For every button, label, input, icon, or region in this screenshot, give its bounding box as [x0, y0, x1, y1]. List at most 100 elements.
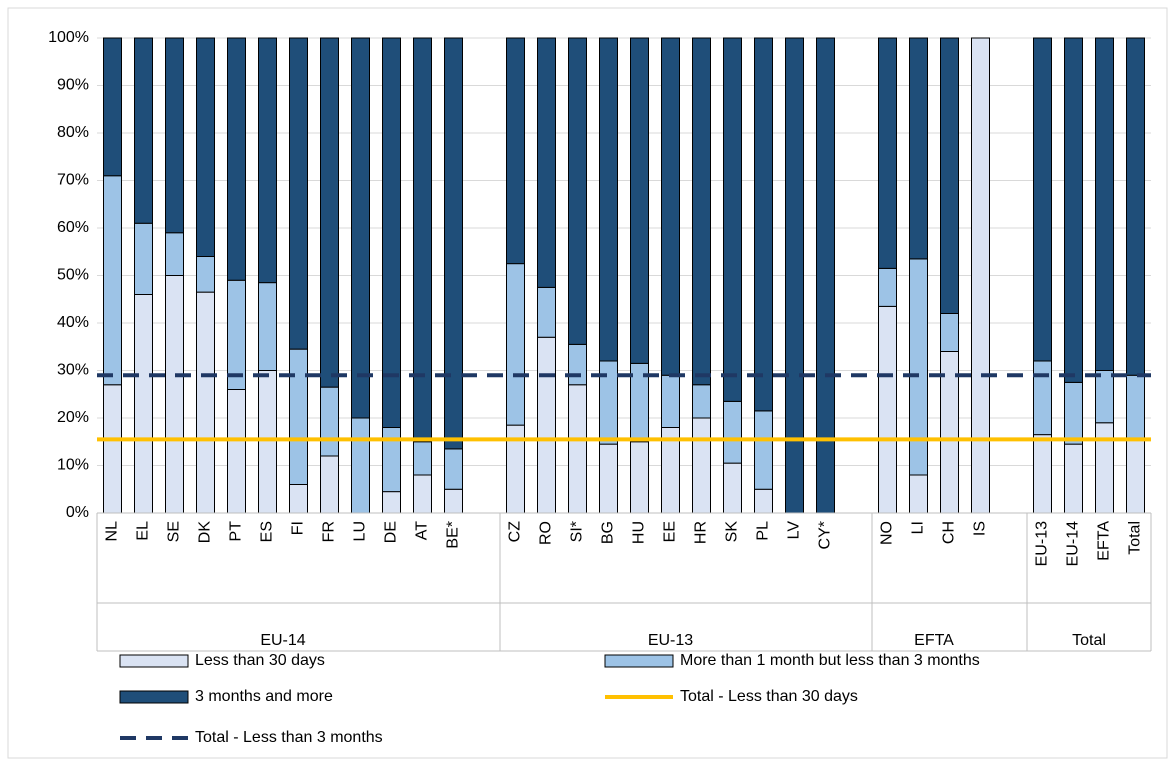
bar-segment — [382, 491, 401, 514]
bar-segment — [227, 37, 246, 281]
bar-segment — [103, 175, 122, 386]
bar-segment — [289, 484, 308, 514]
legend-label: Less than 30 days — [195, 652, 325, 669]
y-tick-label: 90% — [57, 77, 89, 94]
bar-segment — [940, 313, 959, 352]
x-tick-label: EFTA — [1096, 521, 1113, 561]
bar-segment — [1033, 37, 1052, 362]
x-tick-label: EU-13 — [1034, 521, 1051, 566]
bar-segment — [878, 267, 897, 307]
bar-segment — [320, 37, 339, 388]
group-label: Total — [1072, 632, 1106, 649]
bar-segment — [909, 37, 928, 260]
bar-segment — [227, 279, 246, 390]
bar-segment — [506, 263, 525, 426]
bar-segment — [909, 258, 928, 476]
x-tick-label: SE — [166, 521, 183, 542]
y-tick-label: 10% — [57, 457, 89, 474]
bar-segment — [754, 410, 773, 490]
x-tick-label: HU — [631, 521, 648, 544]
bar-segment — [723, 400, 742, 464]
legend-label: Total - Less than 30 days — [680, 688, 858, 705]
x-tick-label: EL — [135, 521, 152, 541]
x-tick-label: DE — [383, 521, 400, 543]
x-tick-label: LU — [352, 521, 369, 541]
bar-segment — [258, 370, 277, 514]
bar-segment — [878, 305, 897, 514]
bar-segment — [1033, 434, 1052, 514]
x-tick-label: BG — [600, 521, 617, 544]
legend-swatch — [119, 654, 189, 668]
bar-segment — [103, 37, 122, 177]
x-tick-label: SI* — [569, 521, 586, 542]
bar-segment — [630, 37, 649, 364]
x-tick-label: EU-14 — [1065, 521, 1082, 566]
bar-segment — [1064, 443, 1083, 514]
x-tick-label: CY* — [817, 521, 834, 549]
bar-segment — [568, 384, 587, 514]
bar-segment — [692, 37, 711, 386]
group-label: EFTA — [914, 632, 954, 649]
bar-segment — [1033, 360, 1052, 436]
bar-segment — [196, 37, 215, 257]
bar-segment — [444, 448, 463, 490]
y-tick-label: 100% — [48, 29, 89, 46]
legend-label: 3 months and more — [195, 688, 333, 705]
y-tick-label: 50% — [57, 267, 89, 284]
legend-swatch — [604, 654, 674, 668]
bar-segment — [971, 37, 990, 514]
bar-segment — [1095, 37, 1114, 371]
x-tick-label: CH — [941, 521, 958, 544]
bar-segment — [723, 37, 742, 402]
bar-segment — [878, 37, 897, 269]
bar-segment — [1126, 438, 1145, 514]
bar-segment — [1095, 370, 1114, 424]
bar-segment — [940, 37, 959, 314]
bar-segment — [599, 37, 618, 362]
bar-segment — [537, 336, 556, 514]
bar-segment — [692, 384, 711, 419]
y-tick-label: 20% — [57, 409, 89, 426]
x-tick-label: FI — [290, 521, 307, 535]
bar-segment — [289, 348, 308, 485]
bar-segment — [599, 443, 618, 514]
bar-segment — [444, 37, 463, 450]
x-tick-label: EE — [662, 521, 679, 542]
x-tick-label: PL — [755, 521, 772, 541]
x-tick-label: Total — [1127, 521, 1144, 555]
x-tick-label: SK — [724, 521, 741, 543]
x-tick-label: FR — [321, 521, 338, 542]
bar-segment — [413, 37, 432, 443]
x-tick-label: CZ — [507, 521, 524, 543]
x-tick-label: DK — [197, 521, 214, 544]
bar-segment — [351, 37, 370, 419]
bar-segment — [165, 275, 184, 514]
x-tick-label: HR — [693, 521, 710, 544]
bar-segment — [1126, 374, 1145, 440]
bar-segment — [258, 37, 277, 284]
bar-segment — [320, 386, 339, 457]
bar-segment — [568, 343, 587, 386]
bar-segment — [661, 37, 680, 376]
bar-segment — [723, 462, 742, 514]
bar-segment — [134, 37, 153, 224]
x-tick-label: IS — [972, 521, 989, 536]
y-tick-label: 0% — [66, 504, 89, 521]
bar-segment — [382, 37, 401, 428]
bar-segment — [258, 282, 277, 371]
legend-swatch — [119, 690, 189, 704]
x-tick-label: LV — [786, 521, 803, 540]
bar-segment — [444, 488, 463, 514]
bar-segment — [320, 455, 339, 514]
bar-segment — [103, 384, 122, 514]
bar-segment — [227, 389, 246, 514]
bar-segment — [537, 37, 556, 288]
bar-segment — [134, 294, 153, 514]
x-tick-label: RO — [538, 521, 555, 545]
bar-segment — [506, 37, 525, 265]
bar-segment — [816, 37, 835, 514]
x-tick-label: PT — [228, 521, 245, 542]
x-tick-label: NO — [879, 521, 896, 545]
x-tick-label: AT — [414, 521, 431, 540]
